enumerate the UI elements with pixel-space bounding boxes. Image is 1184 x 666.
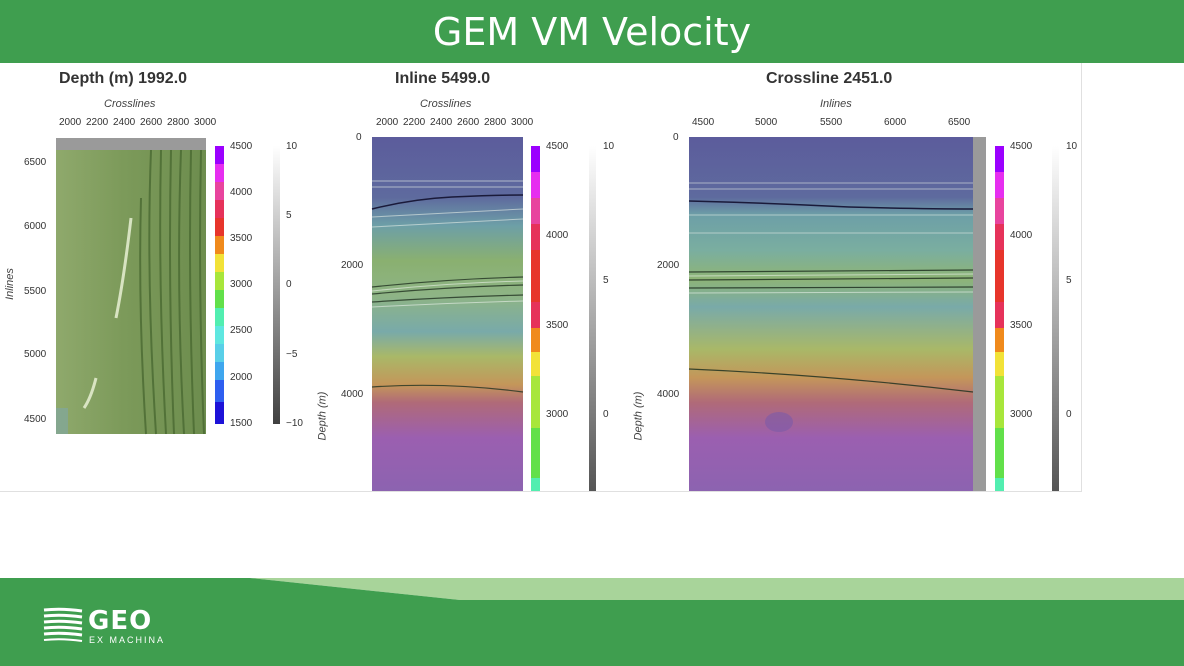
velocity-tick: 2500 — [230, 325, 253, 336]
crossline-xtick: 4500 — [692, 117, 715, 128]
crossline-xtick: 6000 — [884, 117, 907, 128]
crossline-section-image — [688, 137, 986, 491]
figure-frame — [0, 63, 1082, 492]
velocity-tick: 1500 — [230, 418, 253, 429]
title-bar — [0, 0, 1184, 63]
depth-xtick: 2400 — [113, 117, 136, 128]
velocity-tick: 4500 — [546, 141, 569, 152]
velocity-tick: 4000 — [230, 187, 253, 198]
velocity-colorbar — [995, 146, 1004, 491]
inline-xtick: 2200 — [403, 117, 426, 128]
depth-slice-image — [56, 138, 206, 435]
amplitude-tick: 5 — [603, 275, 609, 286]
inline-panel-title: Inline 5499.0 — [395, 70, 491, 87]
velocity-tick: 4500 — [1010, 141, 1033, 152]
velocity-tick: 4000 — [1010, 230, 1033, 241]
footer-band — [0, 578, 1184, 666]
slide-title: GEM VM Velocity — [432, 10, 752, 54]
depth-ytick: 5500 — [24, 286, 47, 297]
crossline-panel-title: Crossline 2451.0 — [766, 70, 893, 87]
amplitude-colorbar — [589, 146, 596, 491]
amplitude-tick: 10 — [286, 141, 298, 152]
crossline-panel-ylabel: Depth (m) — [632, 391, 645, 441]
depth-ytick: 6000 — [24, 221, 47, 232]
velocity-tick: 4500 — [230, 141, 253, 152]
crossline-ytick: 4000 — [657, 389, 680, 400]
depth-xtick: 3000 — [194, 117, 217, 128]
velocity-tick: 3000 — [1010, 409, 1033, 420]
crossline-ytick: 2000 — [657, 260, 680, 271]
inline-xtick: 3000 — [511, 117, 534, 128]
amplitude-tick: 0 — [603, 409, 609, 420]
depth-xtick: 2000 — [59, 117, 82, 128]
velocity-tick: 3000 — [230, 279, 253, 290]
amplitude-tick: −10 — [286, 418, 303, 429]
amplitude-tick: 0 — [286, 279, 292, 290]
crossline-xtick: 6500 — [948, 117, 971, 128]
depth-panel-xlabel: Crosslines — [104, 98, 156, 110]
crossline-panel-xlabel: Inlines — [820, 98, 852, 110]
amplitude-tick: 5 — [1066, 275, 1072, 286]
velocity-colorbar — [215, 146, 224, 424]
velocity-tick: 3000 — [546, 409, 569, 420]
inline-ytick: 4000 — [341, 389, 364, 400]
inline-panel-xlabel: Crosslines — [420, 98, 472, 110]
crossline-xtick: 5000 — [755, 117, 778, 128]
depth-panel-ylabel: Inlines — [3, 268, 16, 300]
inline-panel-ylabel: Depth (m) — [316, 391, 329, 441]
amplitude-tick: 0 — [1066, 409, 1072, 420]
amplitude-tick: 5 — [286, 210, 292, 221]
amplitude-tick: 10 — [1066, 141, 1078, 152]
inline-xtick: 2800 — [484, 117, 507, 128]
depth-panel-title: Depth (m) 1992.0 — [59, 70, 188, 87]
inline-ytick: 2000 — [341, 260, 364, 271]
velocity-tick: 3500 — [230, 233, 253, 244]
crossline-ytick: 0 — [673, 132, 679, 143]
velocity-tick: 4000 — [546, 230, 569, 241]
inline-section-image — [371, 137, 524, 491]
logo-wordmark: GEO — [88, 606, 153, 636]
crossline-xtick: 5500 — [820, 117, 843, 128]
logo-subtitle: EX MACHINA — [89, 635, 166, 645]
depth-xtick: 2200 — [86, 117, 109, 128]
depth-ytick: 5000 — [24, 349, 47, 360]
inline-xtick: 2400 — [430, 117, 453, 128]
depth-xtick: 2800 — [167, 117, 190, 128]
velocity-tick: 2000 — [230, 372, 253, 383]
depth-xtick: 2600 — [140, 117, 163, 128]
geo-logo-icon — [43, 607, 83, 642]
inline-ytick: 0 — [356, 132, 362, 143]
inline-xtick: 2600 — [457, 117, 480, 128]
velocity-tick: 3500 — [1010, 320, 1033, 331]
velocity-colorbar — [531, 146, 540, 491]
amplitude-tick: −5 — [286, 349, 298, 360]
amplitude-tick: 10 — [603, 141, 615, 152]
depth-ytick: 6500 — [24, 157, 47, 168]
amplitude-colorbar — [273, 146, 280, 424]
inline-xtick: 2000 — [376, 117, 399, 128]
amplitude-colorbar — [1052, 146, 1059, 491]
velocity-tick: 3500 — [546, 320, 569, 331]
depth-ytick: 4500 — [24, 414, 47, 425]
